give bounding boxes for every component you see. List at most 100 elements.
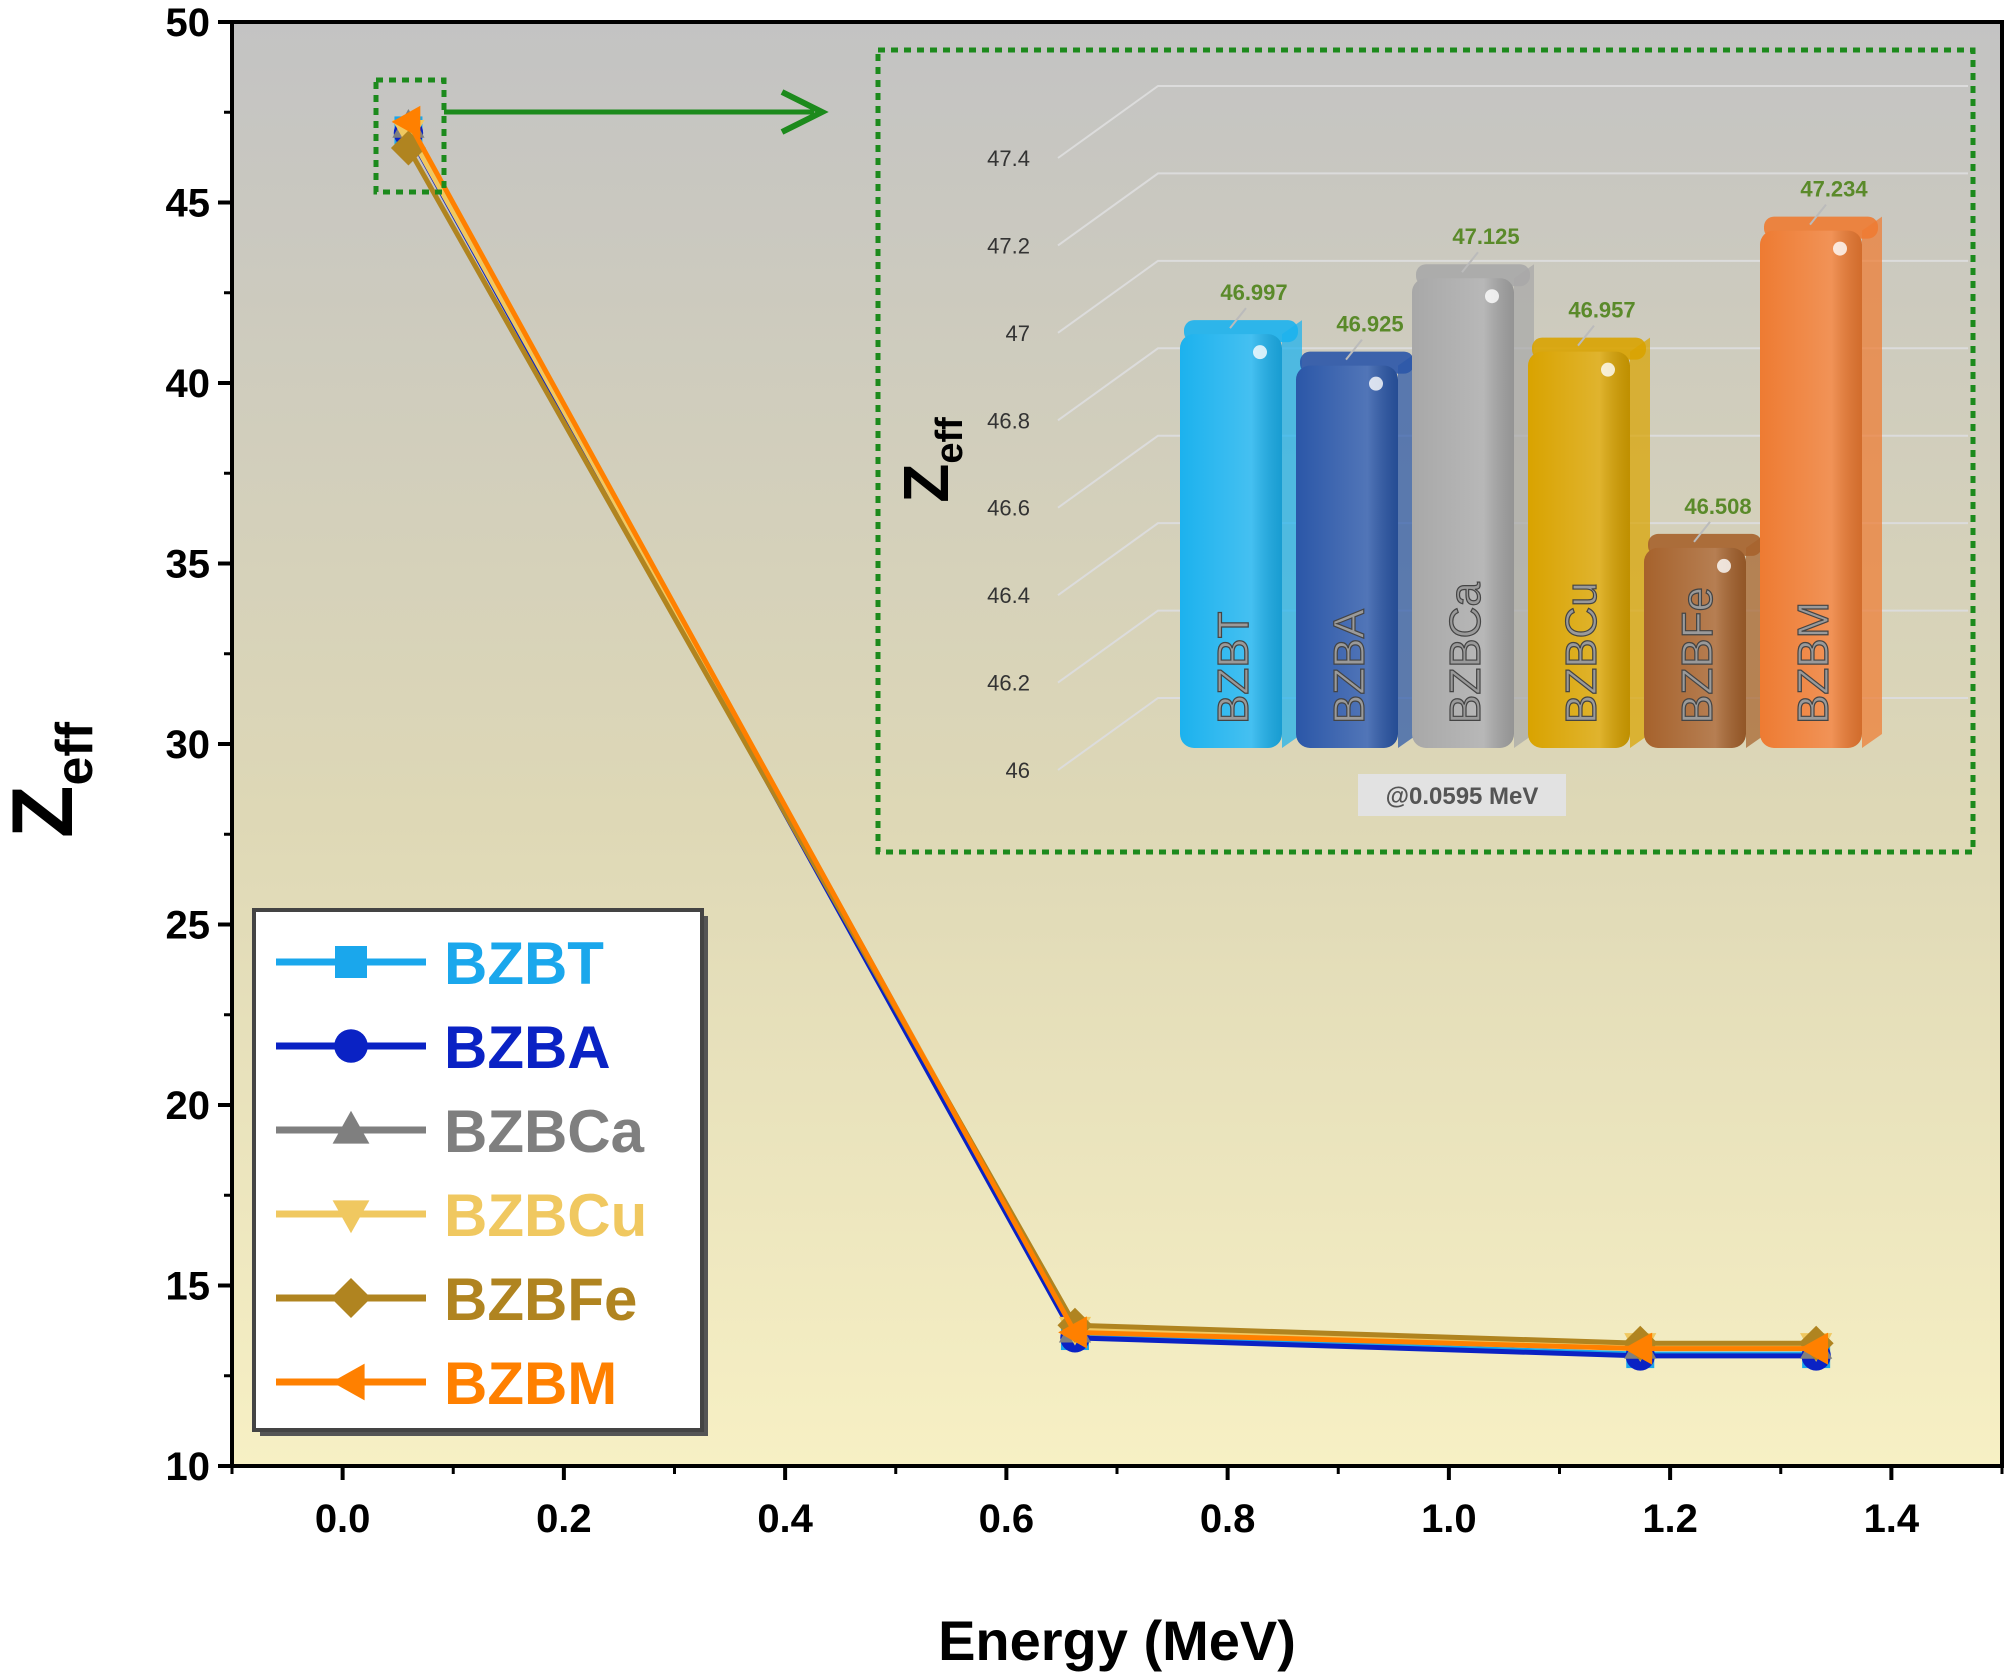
legend-marker [331,1363,365,1401]
y-tick-label: 20 [166,1084,211,1128]
x-tick-label: 0.4 [757,1497,813,1541]
inset-gridline [1057,259,1968,334]
bar-highlight [1369,376,1383,391]
legend-label: BZBFe [444,1266,637,1333]
legend-item-bzbca: BZBCa [276,1098,645,1165]
legend-item-bzbm: BZBM [276,1350,617,1417]
value-leader [1809,203,1827,226]
bar-value-label: 46.997 [1220,280,1287,305]
x-tick-label: 0.0 [315,1497,371,1541]
inset-y-title: Zeff [890,417,971,503]
inset-title: @0.0595 MeV [1386,783,1539,810]
bar-category-label: BZBM [1789,602,1838,724]
legend-marker [331,1278,371,1318]
y-tick-label: 50 [166,1,211,45]
y-tick-label: 35 [166,543,211,587]
bar-value-label: 47.234 [1800,177,1868,202]
inset-tick-label: 47 [1006,321,1030,346]
bar-shine [1180,334,1282,748]
inset-tick-label: 46 [1006,758,1030,783]
bar-shine [1644,547,1746,748]
inset-bars: 46.997 BZBT 46.925 BZBA 47.125 BZBCa 46.957 BZB… [1180,177,1882,748]
y-tick-label: 45 [166,182,211,226]
legend-item-bzbt: BZBT [276,930,604,997]
bar-category-label: BZBCa [1441,582,1490,724]
bar-value-label: 46.957 [1568,298,1635,323]
data-point [391,105,421,138]
bar-highlight [1485,289,1499,304]
inset-y-title-main: Z [890,464,962,503]
inset-title-box [1358,774,1566,816]
bar-highlight [1717,558,1731,573]
legend-box [252,908,704,1432]
main-axes: 10 15 20 25 30 35 40 45 50 0.0 0.2 0.4 0.6 0.8 1.0 1.2 1… [166,1,2004,1541]
series-line [406,120,1817,1352]
y-tick-label: 25 [166,904,211,948]
legend-item-bzba: BZBA [276,1014,611,1081]
legend-item-bzbcu: BZBCu [276,1182,647,1249]
y-axis-title-sub: eff [46,721,104,785]
bar-shine [1760,230,1862,748]
bar-value-label: 46.925 [1336,312,1403,337]
bar-bzbm: 47.234 BZBM [1760,177,1882,748]
main-series [390,105,1834,1371]
bar-value-label: 47.125 [1452,224,1519,249]
bar-category-label: BZBT [1209,612,1258,724]
y-tick-label: 30 [166,723,211,767]
bar-highlight [1253,345,1267,360]
bar-category-label: BZBFe [1673,587,1722,724]
svg-text:Zeff: Zeff [890,417,971,503]
legend: BZBT BZBA BZBCa BZBCu BZBFe BZBM [252,908,708,1436]
legend-marker [332,1200,370,1234]
y-axis-title-main: Z [0,786,91,839]
zoom-box [373,77,447,195]
bar-value-label: 46.508 [1684,494,1751,519]
inset-y-title-sub: eff [929,417,971,464]
value-leader [1345,339,1363,361]
legend-label: BZBA [444,1014,611,1081]
bar-bzba: 46.925 BZBA [1296,312,1418,748]
bar-bzbt: 46.997 BZBT [1180,280,1302,748]
bar-shine [1412,278,1514,748]
inset-gridline [1057,172,1968,247]
x-tick-label: 1.2 [1642,1497,1698,1541]
legend-item-bzbfe: BZBFe [276,1266,637,1333]
inset-tick-label: 46.2 [987,671,1030,696]
y-axis-title: Zeff [0,721,104,838]
legend-label: BZBCu [444,1182,647,1249]
data-point [1623,1332,1653,1365]
inset-tick-label: 46.6 [987,496,1030,521]
bar-category-label: BZBA [1325,608,1374,724]
y-tick-label: 40 [166,362,211,406]
inset-gridline [1057,434,1968,509]
legend-marker [335,946,367,978]
x-tick-label: 0.8 [1200,1497,1256,1541]
bar-highlight [1833,241,1847,256]
x-tick-label: 0.2 [536,1497,592,1541]
x-tick-label: 1.0 [1421,1497,1477,1541]
bar-side [1862,216,1882,748]
data-point [1799,1332,1829,1365]
bar-category-label: BZBCu [1557,582,1606,724]
legend-label: BZBM [444,1350,617,1417]
bar-shine [1528,351,1630,748]
series-line [406,146,1817,1346]
bar-bzbca: 47.125 BZBCa [1412,224,1534,748]
value-leader [1229,307,1247,329]
inset-gridline [1057,85,1968,159]
zoom-indicator [373,77,829,195]
y-tick-label: 15 [166,1265,211,1309]
zoom-arrow-head [780,89,829,135]
y-tick-label: 10 [166,1445,211,1489]
inset-tick-label: 46.8 [987,408,1030,433]
legend-marker [332,1110,370,1144]
inset-tick-label: 47.2 [987,233,1030,258]
series-bzbm [391,105,1829,1365]
bar-highlight [1601,362,1615,377]
inset-frame [875,47,1976,855]
inset-gridline [1057,522,1968,596]
value-leader [1461,251,1479,273]
